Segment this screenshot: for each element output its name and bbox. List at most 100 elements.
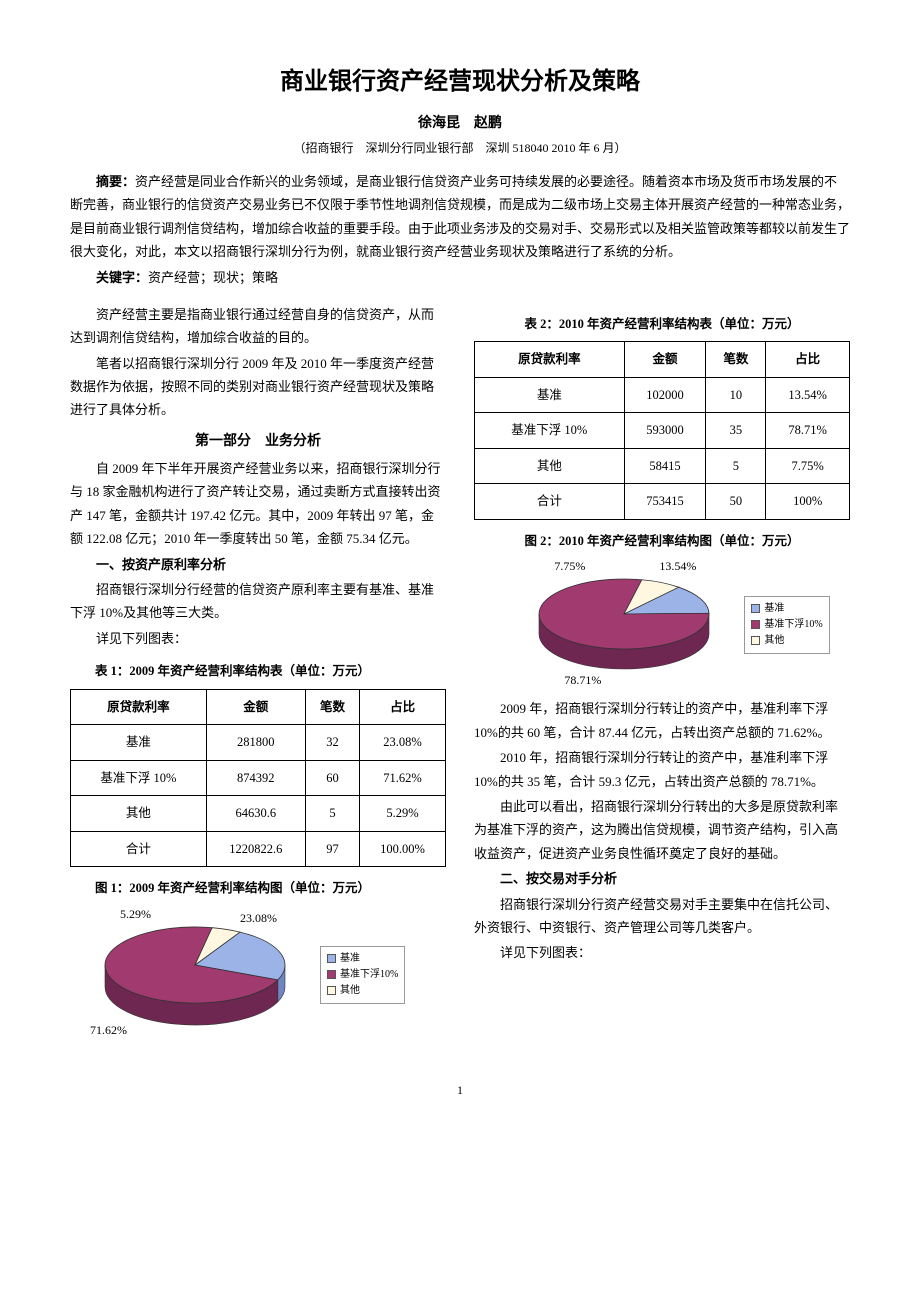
legend-label: 基准 bbox=[340, 951, 360, 967]
legend-swatch bbox=[751, 636, 760, 645]
intro-p1: 资产经营主要是指商业银行通过经营自身的信贷资产，从而达到调剂信贷结构，增加综合收… bbox=[70, 303, 446, 350]
page-title: 商业银行资产经营现状分析及策略 bbox=[70, 60, 850, 103]
section1-title: 第一部分 业务分析 bbox=[70, 428, 446, 453]
table2-row: 合计75341550100% bbox=[475, 484, 850, 520]
pie-label-base: 23.08% bbox=[240, 908, 277, 930]
abstract: 摘要：资产经营是同业合作新兴的业务领域，是商业银行信贷资产业务可持续发展的必要途… bbox=[70, 170, 850, 264]
table1-h2: 笔数 bbox=[305, 689, 359, 725]
abstract-label: 摘要： bbox=[96, 174, 135, 189]
legend-swatch bbox=[327, 954, 336, 963]
table2-h0: 原贷款利率 bbox=[475, 342, 625, 378]
fig1-caption: 图 1：2009 年资产经营利率结构图（单位：万元） bbox=[70, 877, 446, 900]
pie2-legend: 基准基准下浮10%其他 bbox=[744, 596, 829, 654]
pie-label-other: 5.29% bbox=[120, 904, 151, 926]
table1-cell: 71.62% bbox=[360, 760, 446, 796]
table1-cell: 100.00% bbox=[360, 831, 446, 867]
table1-h0: 原贷款利率 bbox=[71, 689, 207, 725]
table2-cell: 102000 bbox=[624, 377, 706, 413]
table2-h3: 占比 bbox=[766, 342, 850, 378]
table1-caption: 表 1：2009 年资产经营利率结构表（单位：万元） bbox=[70, 660, 446, 683]
pie2-wrap: 13.54%78.71%7.75% 基准基准下浮10%其他 bbox=[474, 558, 850, 697]
pie-label-float: 71.62% bbox=[90, 1020, 127, 1042]
abstract-text: 资产经营是同业合作新兴的业务领域，是商业银行信贷资产业务可持续发展的必要途径。随… bbox=[70, 174, 850, 259]
table1-cell: 281800 bbox=[206, 725, 305, 761]
table2-caption: 表 2：2010 年资产经营利率结构表（单位：万元） bbox=[474, 313, 850, 336]
legend-item: 基准 bbox=[751, 601, 822, 617]
legend-swatch bbox=[751, 604, 760, 613]
table2-h2: 笔数 bbox=[706, 342, 766, 378]
legend-item: 基准下浮10% bbox=[327, 967, 398, 983]
table2-cell: 合计 bbox=[475, 484, 625, 520]
table1-cell: 23.08% bbox=[360, 725, 446, 761]
right-p1: 2009 年，招商银行深圳分行转让的资产中，基准利率下浮 10%的共 60 笔，… bbox=[474, 697, 850, 744]
table2-cell: 593000 bbox=[624, 413, 706, 449]
table1-cell: 其他 bbox=[71, 796, 207, 832]
legend-label: 其他 bbox=[340, 983, 360, 999]
legend-item: 其他 bbox=[751, 633, 822, 649]
two-column-body: 资产经营主要是指商业银行通过经营自身的信贷资产，从而达到调剂信贷结构，增加综合收… bbox=[70, 303, 850, 1050]
table1-row: 其他64630.655.29% bbox=[71, 796, 446, 832]
table2-row: 基准下浮 10%5930003578.71% bbox=[475, 413, 850, 449]
pie2-stage-svg bbox=[494, 562, 734, 687]
legend-label: 基准下浮10% bbox=[340, 967, 398, 983]
table2-cell: 50 bbox=[706, 484, 766, 520]
legend-swatch bbox=[327, 986, 336, 995]
pie-label-other: 7.75% bbox=[554, 556, 585, 578]
pie2-stage: 13.54%78.71%7.75% bbox=[494, 562, 734, 687]
table2-cell: 58415 bbox=[624, 448, 706, 484]
table2-cell: 5 bbox=[706, 448, 766, 484]
sub1-p1: 招商银行深圳分行经营的信贷资产原利率主要有基准、基准下浮 10%及其他等三大类。 bbox=[70, 578, 446, 625]
sub1-title: 一、按资产原利率分析 bbox=[70, 553, 446, 576]
legend-label: 基准 bbox=[764, 601, 784, 617]
table1-row: 基准2818003223.08% bbox=[71, 725, 446, 761]
table1-cell: 5 bbox=[305, 796, 359, 832]
legend-item: 其他 bbox=[327, 983, 398, 999]
table1-cell: 1220822.6 bbox=[206, 831, 305, 867]
pie1-stage: 23.08%71.62%5.29% bbox=[70, 910, 310, 1040]
table1-cell: 64630.6 bbox=[206, 796, 305, 832]
table1-cell: 5.29% bbox=[360, 796, 446, 832]
page-number: 1 bbox=[70, 1080, 850, 1102]
right-p3: 由此可以看出，招商银行深圳分行转出的大多是原贷款利率为基准下浮的资产，这为腾出信… bbox=[474, 795, 850, 865]
pie-label-base: 13.54% bbox=[659, 556, 696, 578]
table1-row: 合计1220822.697100.00% bbox=[71, 831, 446, 867]
table1: 原贷款利率 金额 笔数 占比 基准2818003223.08%基准下浮 10%8… bbox=[70, 689, 446, 868]
table2-cell: 10 bbox=[706, 377, 766, 413]
table1-row: 基准下浮 10%8743926071.62% bbox=[71, 760, 446, 796]
table2-cell: 78.71% bbox=[766, 413, 850, 449]
left-column: 资产经营主要是指商业银行通过经营自身的信贷资产，从而达到调剂信贷结构，增加综合收… bbox=[70, 303, 446, 1050]
table2-cell: 753415 bbox=[624, 484, 706, 520]
sub2-title: 二、按交易对手分析 bbox=[474, 867, 850, 890]
table1-cell: 32 bbox=[305, 725, 359, 761]
table1-h3: 占比 bbox=[360, 689, 446, 725]
table2-cell: 7.75% bbox=[766, 448, 850, 484]
table1-cell: 基准 bbox=[71, 725, 207, 761]
intro-p2: 笔者以招商银行深圳分行 2009 年及 2010 年一季度资产经营数据作为依据，… bbox=[70, 352, 446, 422]
table1-cell: 合计 bbox=[71, 831, 207, 867]
legend-item: 基准下浮10% bbox=[751, 617, 822, 633]
sub2-p2: 详见下列图表： bbox=[474, 941, 850, 964]
sub2-p1: 招商银行深圳分行资产经营交易对手主要集中在信托公司、外资银行、中资银行、资产管理… bbox=[474, 893, 850, 940]
table2-cell: 13.54% bbox=[766, 377, 850, 413]
fig2-caption: 图 2：2010 年资产经营利率结构图（单位：万元） bbox=[474, 530, 850, 553]
keywords-label: 关键字： bbox=[96, 270, 148, 285]
pie1-legend: 基准基准下浮10%其他 bbox=[320, 946, 405, 1004]
abstract-block: 摘要：资产经营是同业合作新兴的业务领域，是商业银行信贷资产业务可持续发展的必要途… bbox=[70, 170, 850, 289]
table2-row: 基准1020001013.54% bbox=[475, 377, 850, 413]
right-column: 表 2：2010 年资产经营利率结构表（单位：万元） 原贷款利率 金额 笔数 占… bbox=[474, 303, 850, 1050]
pie-label-float: 78.71% bbox=[564, 670, 601, 692]
authors: 徐海昆 赵鹏 bbox=[70, 111, 850, 136]
legend-swatch bbox=[327, 970, 336, 979]
table1-cell: 基准下浮 10% bbox=[71, 760, 207, 796]
legend-label: 其他 bbox=[764, 633, 784, 649]
pie1-wrap: 23.08% 71.62% 5.29% 基准基准下浮10%其他 bbox=[70, 906, 446, 1050]
table2-cell: 基准下浮 10% bbox=[475, 413, 625, 449]
legend-item: 基准 bbox=[327, 951, 398, 967]
table2-cell: 基准 bbox=[475, 377, 625, 413]
keywords-text: 资产经营；现状；策略 bbox=[148, 270, 278, 285]
table2-header-row: 原贷款利率 金额 笔数 占比 bbox=[475, 342, 850, 378]
sub1-p2: 详见下列图表： bbox=[70, 627, 446, 650]
table1-cell: 60 bbox=[305, 760, 359, 796]
table2-cell: 35 bbox=[706, 413, 766, 449]
table2: 原贷款利率 金额 笔数 占比 基准1020001013.54%基准下浮 10%5… bbox=[474, 341, 850, 520]
